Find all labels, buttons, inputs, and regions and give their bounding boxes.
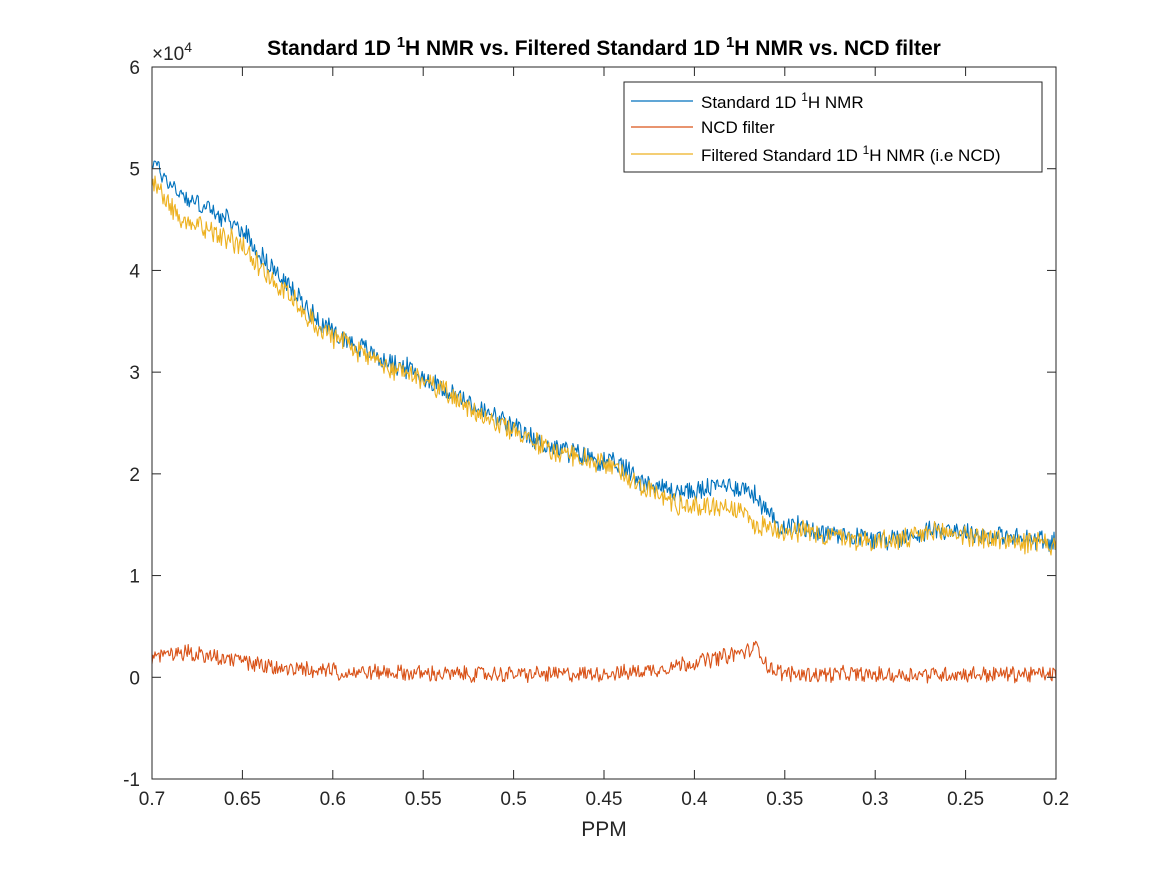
legend-filtered-part-1: Filtered Standard 1D	[701, 146, 863, 165]
y-exponent-base: ×10	[152, 44, 184, 65]
x-tick-label: 0.2	[1043, 789, 1069, 810]
title-sup-2: 1	[726, 34, 734, 51]
y-tick-label: 2	[129, 465, 140, 486]
chart-title: Standard 1D 1H NMR vs. Filtered Standard…	[267, 34, 941, 60]
y-tick-label: 6	[129, 58, 140, 79]
x-tick-label: 0.5	[500, 789, 526, 810]
x-tick-label: 0.3	[862, 789, 888, 810]
x-axis: 0.7 0.65 0.6 0.55 0.5 0.45 0.4 0.35 0.3 0.25 0.2	[139, 67, 1069, 810]
y-tick-label: 5	[129, 160, 140, 181]
legend-standard-part-1: Standard 1D	[701, 93, 801, 112]
x-tick-label: 0.45	[586, 789, 623, 810]
y-exponent-power: 4	[184, 39, 192, 55]
legend-box	[623, 81, 1043, 173]
legend: Standard 1D 1H NMR NCD filter Filtered S…	[623, 81, 1043, 173]
y-tick-label: 4	[129, 261, 140, 282]
title-part-1: Standard 1D	[267, 37, 397, 60]
legend-ncd-part-1: NCD filter	[701, 118, 775, 137]
x-axis-label: PPM	[581, 818, 627, 841]
legend-filtered-part-2: H NMR (i.e NCD)	[869, 146, 1000, 165]
plot-area	[152, 67, 1056, 779]
x-tick-label: 0.25	[947, 789, 984, 810]
series-group	[151, 160, 1057, 684]
y-tick-label: 0	[129, 668, 140, 689]
legend-filtered-sup: 1	[863, 143, 870, 157]
series-line	[151, 175, 1057, 556]
y-tick-label: 3	[129, 363, 140, 384]
x-tick-label: 0.4	[681, 789, 708, 810]
x-tick-label: 0.7	[139, 789, 165, 810]
title-part-3: H NMR vs. NCD filter	[734, 37, 941, 60]
legend-standard-sup: 1	[801, 90, 808, 104]
x-tick-label: 0.55	[405, 789, 442, 810]
legend-standard-part-2: H NMR	[808, 93, 864, 112]
legend-label-ncd: NCD filter	[701, 118, 775, 137]
series-line	[151, 640, 1057, 684]
y-exponent-label: ×104	[152, 39, 192, 65]
x-tick-label: 0.65	[224, 789, 261, 810]
y-tick-label: 1	[129, 567, 140, 588]
title-sup-1: 1	[397, 34, 405, 51]
y-axis: -1 0 1 2 3 4 5 6	[123, 58, 1056, 791]
title-part-2: H NMR vs. Filtered Standard 1D	[405, 37, 726, 60]
x-tick-label: 0.6	[320, 789, 346, 810]
y-tick-label: -1	[123, 770, 140, 791]
x-tick-label: 0.35	[766, 789, 803, 810]
legend-label-standard: Standard 1D 1H NMR	[701, 90, 864, 112]
legend-label-filtered: Filtered Standard 1D 1H NMR (i.e NCD)	[701, 143, 1001, 165]
